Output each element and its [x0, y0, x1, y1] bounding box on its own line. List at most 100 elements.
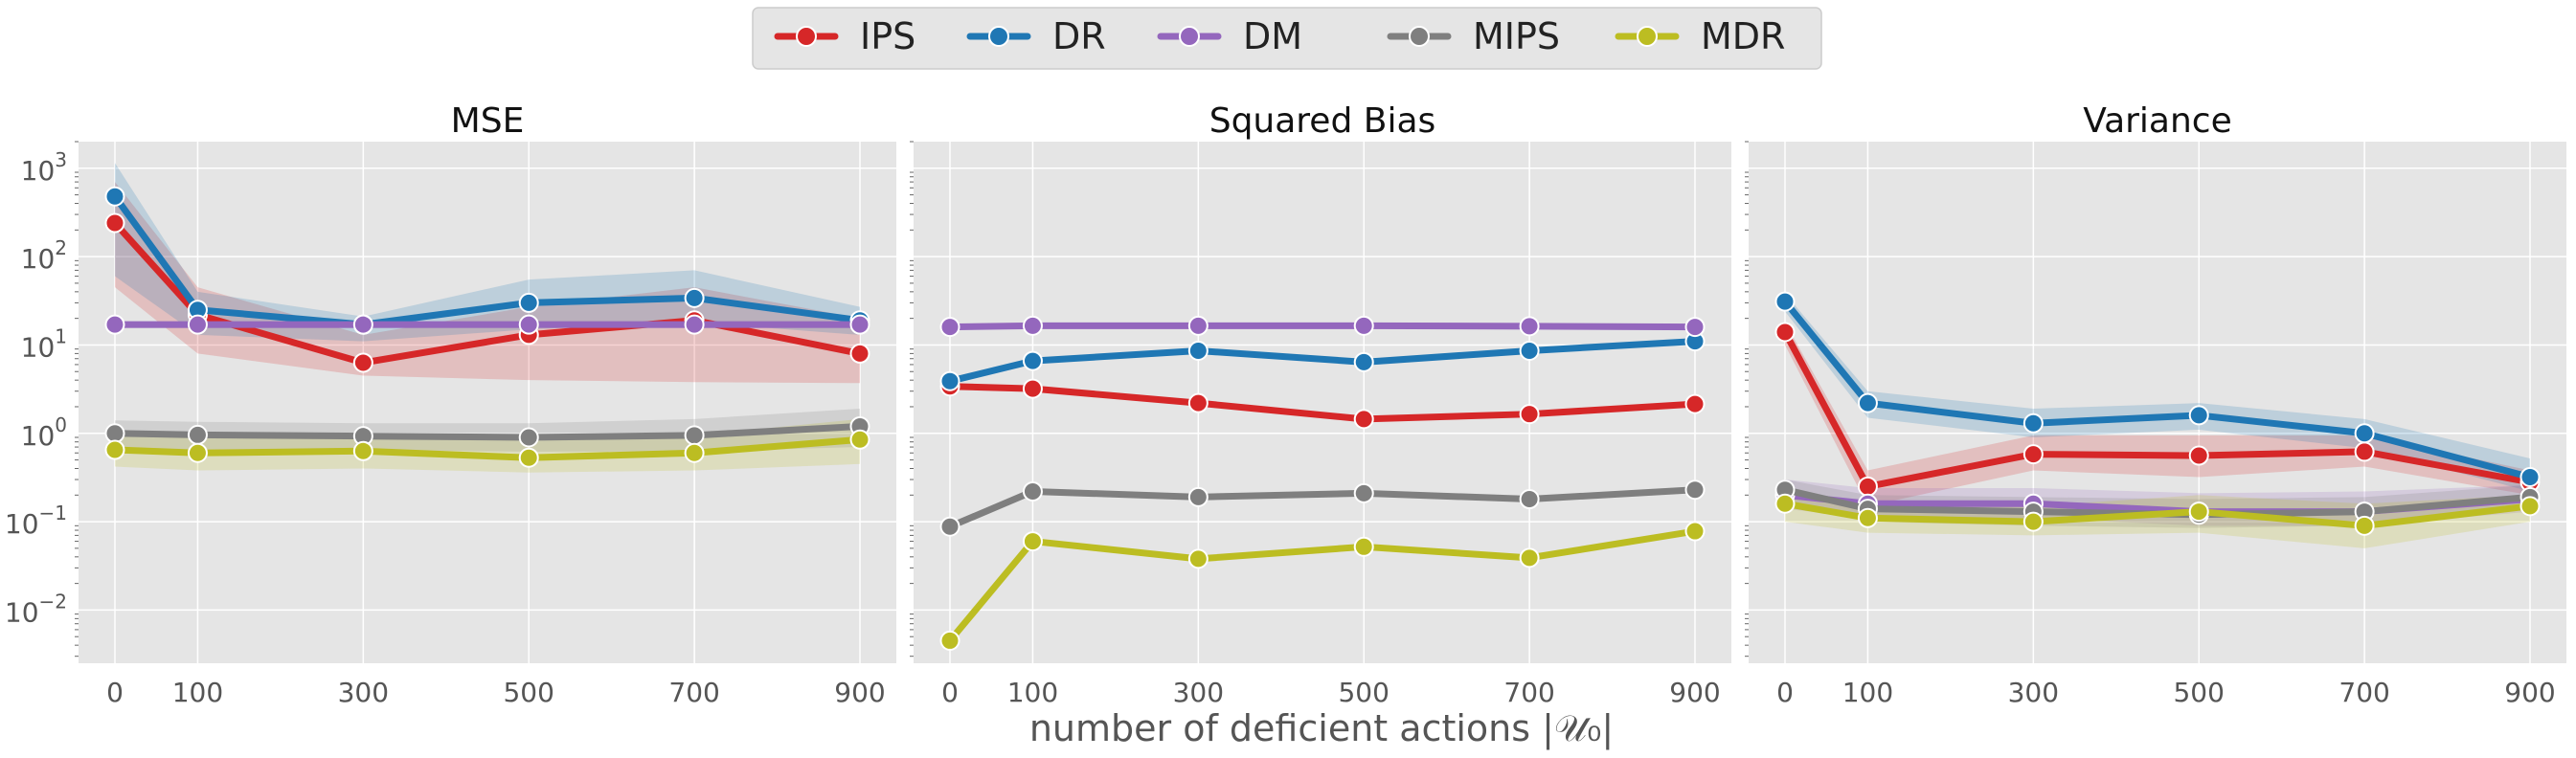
- data-point-mips: [1022, 480, 1043, 502]
- chart-panel-3: Variance 0 100 300 500 700 900: [1745, 101, 2566, 708]
- legend-marker: [796, 26, 817, 47]
- series-line-mips: [111, 422, 864, 441]
- series-line-mdr: [111, 435, 864, 461]
- data-point-ips: [1857, 476, 1878, 497]
- x-tick-label: 300: [338, 677, 389, 708]
- x-tick-label: 0: [106, 677, 124, 708]
- data-point-mdr: [1774, 493, 1796, 514]
- data-point-ips: [1353, 409, 1374, 430]
- data-point-dm: [104, 314, 125, 335]
- data-point-mdr: [2188, 502, 2209, 523]
- data-point-dm: [1022, 315, 1043, 336]
- data-point-dm: [1187, 315, 1209, 336]
- x-tick-label: 0: [1776, 677, 1794, 708]
- confidence-band-mips: [115, 409, 860, 452]
- data-point-mips: [1519, 489, 1540, 510]
- x-tick-label: 300: [2008, 677, 2059, 708]
- data-point-dm: [1684, 317, 1706, 338]
- chart-title: Squared Bias: [1209, 101, 1436, 141]
- y-tick-exponent: 0: [55, 413, 67, 436]
- data-point-dr: [1519, 340, 1540, 361]
- data-point-dr: [939, 370, 960, 391]
- y-tick-label: 10−2: [5, 590, 67, 628]
- y-tick-base: 10: [21, 243, 56, 275]
- legend-marker: [988, 26, 1009, 47]
- x-axis-label: number of deficient actions |𝒰₀|: [1029, 707, 1614, 750]
- legend-marker: [1179, 26, 1200, 47]
- data-point-mdr: [2354, 515, 2375, 536]
- data-point-ips: [1774, 322, 1796, 343]
- y-tick-exponent: 3: [55, 148, 67, 171]
- series-line-dr: [946, 338, 1699, 385]
- data-point-ips: [352, 352, 373, 373]
- y-tick-base: 10: [5, 508, 39, 540]
- data-point-dm: [1519, 316, 1540, 337]
- data-point-mdr: [1187, 548, 1209, 569]
- data-point-dr: [684, 287, 705, 308]
- data-point-mdr: [1519, 547, 1540, 568]
- data-point-dr: [1022, 350, 1043, 371]
- legend-label: MIPS: [1473, 15, 1560, 57]
- data-point-dm: [187, 314, 208, 335]
- data-point-dm: [939, 317, 960, 338]
- data-point-dm: [849, 314, 870, 335]
- x-tick-label: 500: [503, 677, 554, 708]
- x-tick-label: 900: [834, 677, 885, 708]
- series-line-ips: [946, 383, 1699, 423]
- data-point-mips: [187, 424, 208, 445]
- legend-label: IPS: [860, 15, 915, 57]
- confidence-band-mdr: [115, 418, 860, 473]
- legend-item-mdr: MDR: [1615, 15, 1785, 57]
- y-tick-exponent: −1: [39, 502, 67, 524]
- data-point-ips: [1187, 392, 1209, 413]
- data-point-ips: [2354, 441, 2375, 462]
- data-point-mdr: [2022, 511, 2044, 532]
- data-point-mips: [1684, 479, 1706, 501]
- data-point-dr: [2188, 405, 2209, 426]
- legend-item-dr: DR: [966, 15, 1106, 57]
- data-point-dm: [518, 314, 539, 335]
- legend-item-ips: IPS: [774, 15, 915, 57]
- legend-marker: [1409, 26, 1430, 47]
- x-tick-label: 300: [1173, 677, 1224, 708]
- data-point-mdr: [1022, 531, 1043, 552]
- series-line-dm: [946, 322, 1699, 331]
- y-tick-base: 10: [21, 155, 56, 187]
- data-point-mips: [939, 516, 960, 537]
- data-point-mdr: [104, 439, 125, 460]
- series-line-mdr: [946, 527, 1699, 644]
- x-tick-label: 900: [2504, 677, 2555, 708]
- data-point-mdr: [939, 630, 960, 651]
- data-point-ips: [1519, 404, 1540, 425]
- data-point-dm: [352, 314, 373, 335]
- data-point-dr: [2520, 466, 2541, 487]
- legend-item-dm: DM: [1157, 15, 1302, 57]
- y-tick-base: 10: [21, 331, 56, 363]
- series-line-mips: [1781, 486, 2534, 519]
- chart-title: MSE: [451, 101, 525, 141]
- data-point-mips: [518, 427, 539, 448]
- data-point-ips: [2022, 444, 2044, 465]
- data-point-ips: [1684, 393, 1706, 414]
- data-point-dr: [518, 292, 539, 313]
- confidence-band-ips: [1785, 322, 2530, 506]
- data-point-mdr: [849, 429, 870, 450]
- confidence-band-dr: [1785, 293, 2530, 492]
- x-tick-label: 100: [1007, 677, 1058, 708]
- legend-marker: [1637, 26, 1658, 47]
- plot-area: [79, 142, 896, 663]
- data-point-dr: [1774, 291, 1796, 312]
- y-tick-label: 102: [21, 236, 67, 275]
- x-tick-label: 0: [941, 677, 959, 708]
- data-point-dr: [2022, 412, 2044, 434]
- x-tick-label: 500: [2173, 677, 2224, 708]
- legend-box: [752, 7, 1822, 70]
- data-point-dr: [1857, 392, 1878, 413]
- data-point-mips: [1187, 486, 1209, 507]
- y-tick-label: 103: [21, 148, 67, 187]
- data-point-mips: [684, 425, 705, 446]
- data-point-ips: [2188, 445, 2209, 466]
- x-tick-label: 700: [2339, 677, 2389, 708]
